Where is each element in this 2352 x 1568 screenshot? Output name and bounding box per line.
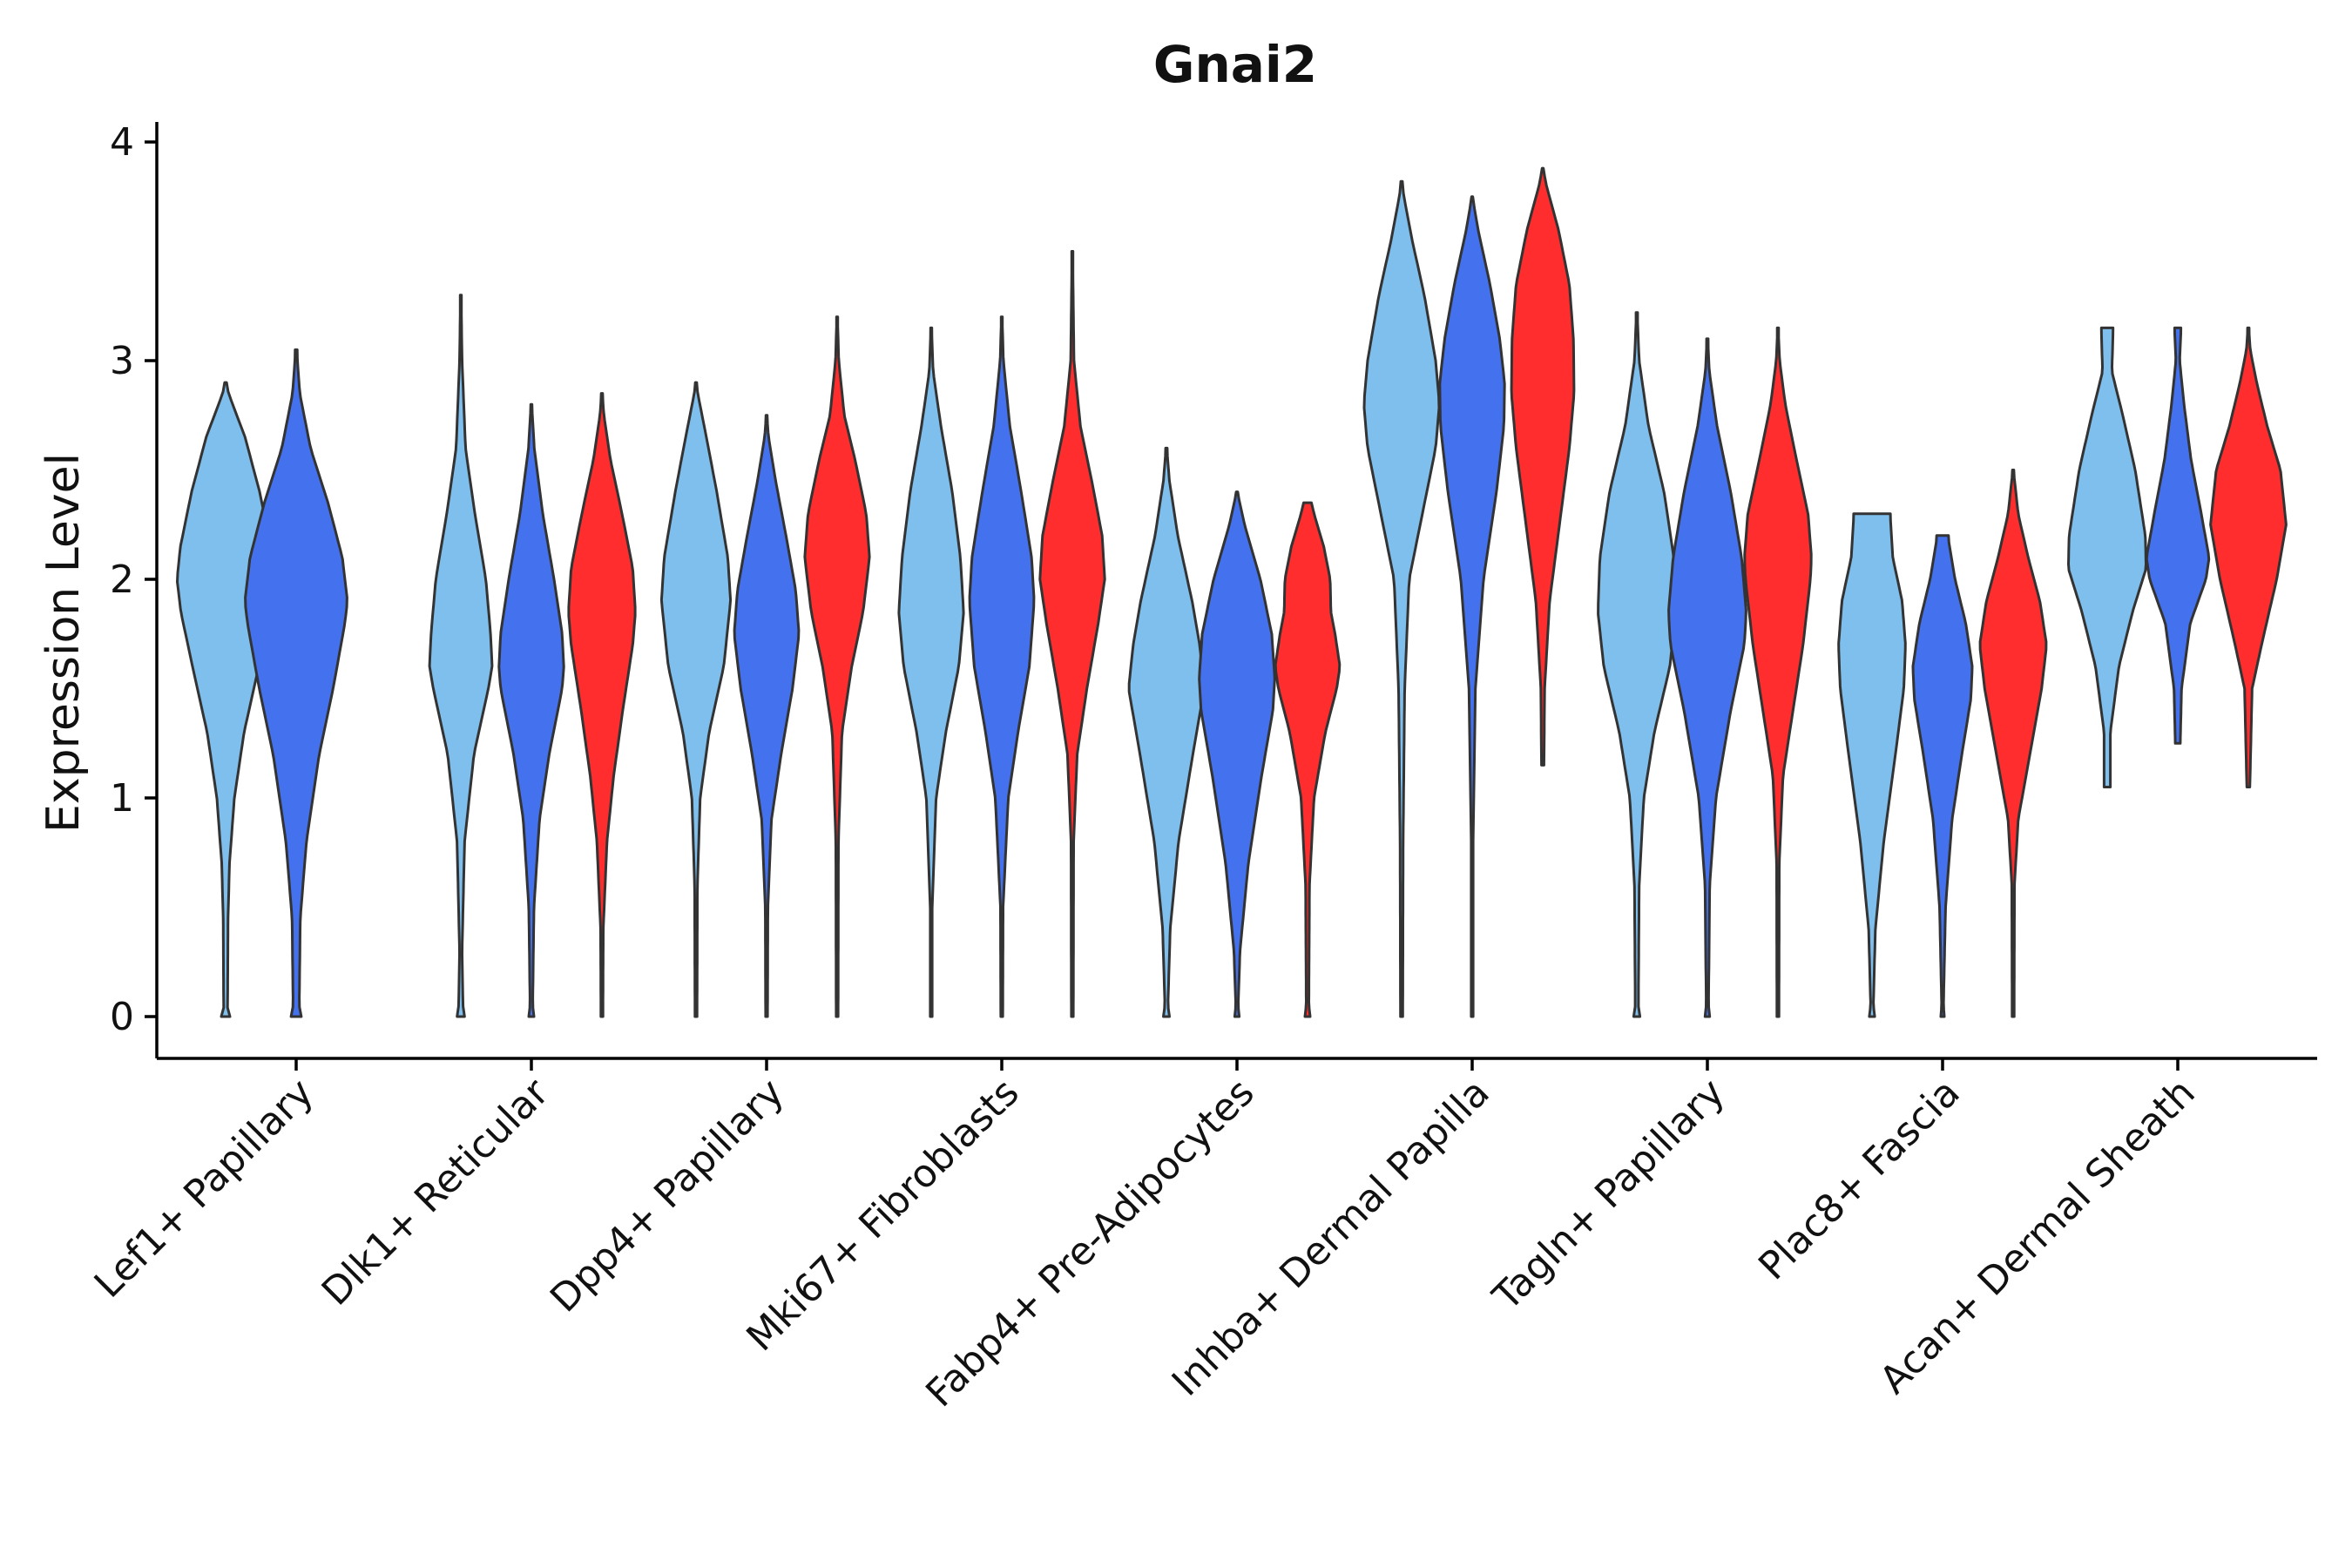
y-tick-label: 2 [110, 558, 134, 602]
x-tick-label: Plac8+ Fascia [1750, 1071, 1969, 1289]
violin-group [1837, 469, 2048, 1018]
violin-red-group [1038, 250, 1106, 1018]
violin-blue-group [1667, 337, 1747, 1018]
violin-light-blue-group [1127, 446, 1206, 1018]
x-tick-label: Tagln+ Papillary [1484, 1071, 1734, 1320]
violin-red-group [1978, 469, 2048, 1018]
x-tick-label: Lef1+ Papillary [86, 1071, 322, 1307]
violin-light-blue-group [176, 381, 275, 1018]
y-tick-label: 1 [110, 776, 134, 821]
violin-blue-group [1198, 490, 1276, 1018]
violin-blue-group [733, 414, 801, 1018]
violin-layer [176, 166, 2288, 1018]
violin-red-group [1510, 166, 1576, 767]
violin-light-blue-group [659, 381, 733, 1018]
violin-group [428, 294, 637, 1018]
violin-light-blue-group [428, 294, 494, 1018]
violin-blue-group [968, 315, 1036, 1018]
violin-group [1362, 166, 1576, 1018]
violin-red-group [1743, 326, 1813, 1018]
violin-blue-group [1911, 534, 1974, 1018]
y-axis-label: Expression Level [37, 453, 90, 833]
violin-blue-group [1438, 195, 1506, 1018]
violin-group [1127, 446, 1342, 1018]
y-tick-label: 4 [110, 120, 134, 165]
violin-group [659, 315, 871, 1018]
violin-group [2067, 326, 2288, 788]
violin-red-group [2209, 326, 2288, 788]
violin-light-blue-group [2067, 326, 2147, 788]
violin-light-blue-group [897, 326, 965, 1018]
violin-light-blue-group [1597, 311, 1677, 1018]
violin-red-group [803, 315, 871, 1018]
y-tick-label: 0 [110, 995, 134, 1039]
violin-blue-group [497, 402, 565, 1018]
chart-title: Gnai2 [1153, 35, 1317, 94]
violin-red-group [567, 392, 637, 1018]
x-tick-label: Dlk1+ Reticular [314, 1070, 558, 1315]
y-tick-label: 3 [110, 339, 134, 383]
violin-group [176, 348, 348, 1018]
violin-light-blue-group [1362, 179, 1441, 1018]
y-ticks: 0 1 2 3 4 [110, 120, 157, 1039]
violin-group [1597, 311, 1813, 1018]
violin-light-blue-group [1837, 512, 1907, 1018]
violin-blue-group [244, 348, 348, 1018]
violin-blue-group [2145, 326, 2211, 745]
violin-red-group [1274, 501, 1342, 1018]
violin-group [897, 250, 1106, 1018]
x-tick-label: Dpp4+ Papillary [542, 1071, 793, 1321]
